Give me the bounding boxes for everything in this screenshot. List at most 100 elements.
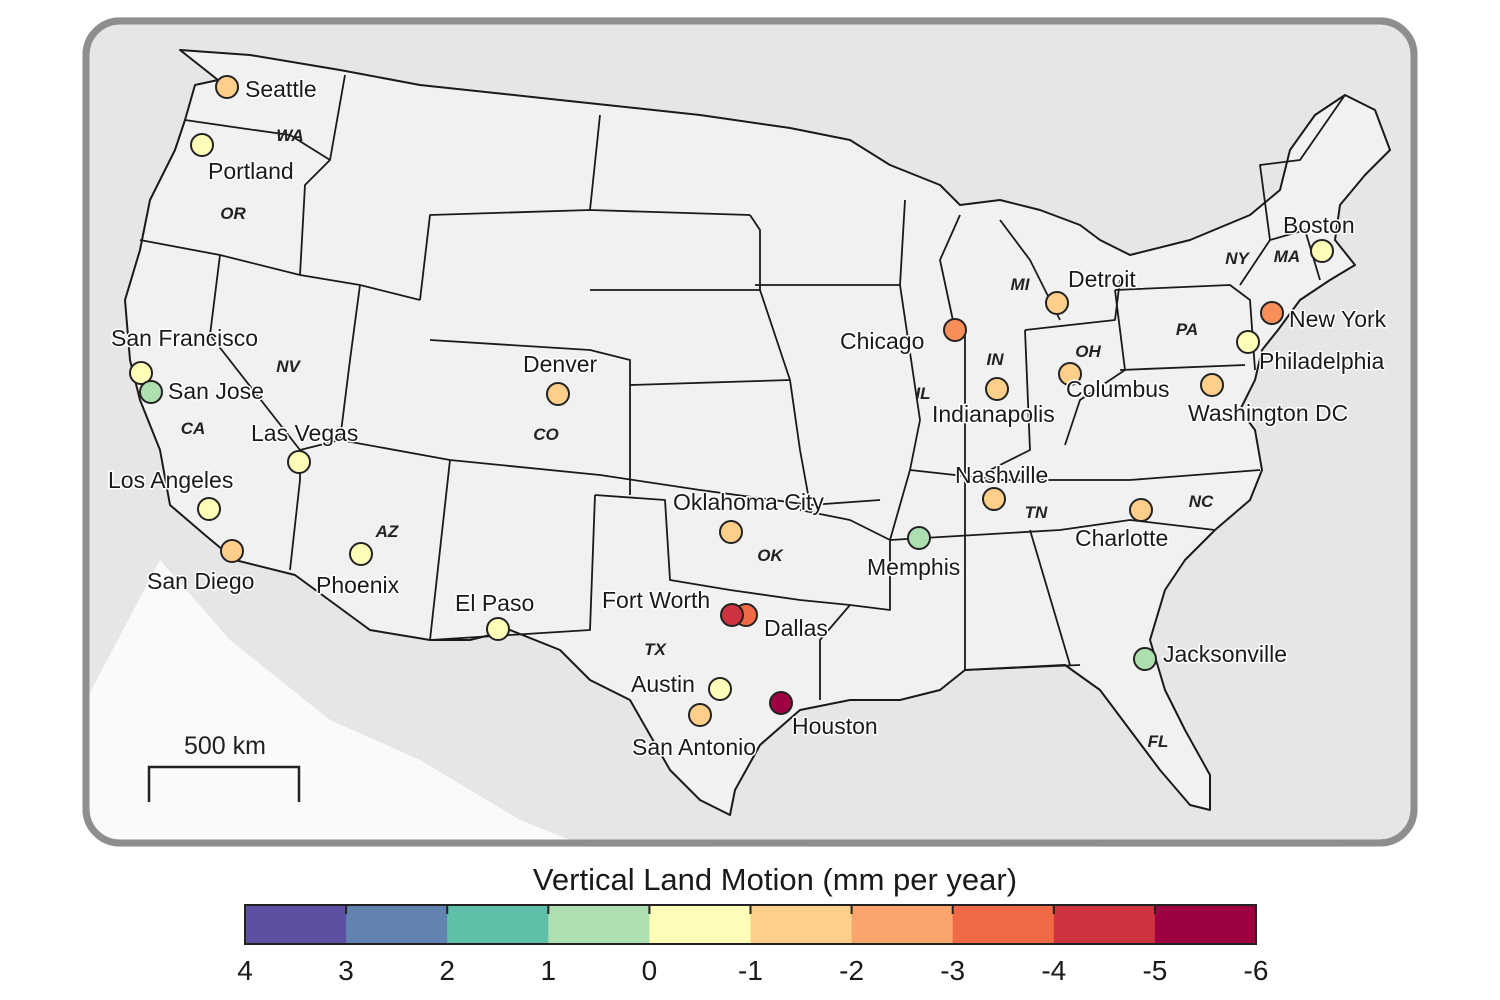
city-marker-fort-worth (720, 603, 744, 627)
state-label: TN (1025, 503, 1048, 522)
city-marker-charlotte (1129, 498, 1153, 522)
city-marker-portland (190, 133, 214, 157)
city-label-jacksonville: Jacksonville (1163, 641, 1287, 667)
city-label-san-diego: San Diego (147, 568, 254, 594)
city-marker-san-antonio (688, 703, 712, 727)
city-marker-san-jose (139, 380, 163, 404)
colorbar-tick-label: -3 (940, 955, 966, 986)
city-label-boston: Boston (1283, 212, 1355, 238)
colorbar-segment (750, 905, 853, 944)
city-marker-san-francisco (129, 361, 153, 385)
city-marker-nashville (982, 487, 1006, 511)
city-marker-san-diego (220, 539, 244, 563)
colorbar-segment (1053, 905, 1156, 944)
colorbar-tick-label: 3 (338, 955, 354, 986)
state-label: IN (987, 350, 1005, 369)
state-label: WA (276, 126, 303, 145)
state-label: NY (1225, 249, 1250, 268)
colorbar-segment (346, 905, 448, 944)
city-label-san-antonio: San Antonio (632, 734, 756, 760)
city-label-phoenix: Phoenix (316, 572, 400, 598)
colorbar-tick-label: -4 (1041, 955, 1067, 986)
city-marker-detroit (1045, 291, 1069, 315)
colorbar-tick-label: 1 (540, 955, 557, 986)
city-marker-indianapolis (985, 377, 1009, 401)
city-label-los-angeles: Los Angeles (108, 467, 233, 493)
city-marker-oklahoma-city (719, 520, 743, 544)
colorbar-outline (244, 904, 1257, 945)
state-label: OK (757, 546, 784, 565)
city-label-new-york: New York (1289, 306, 1387, 332)
city-marker-seattle (215, 75, 239, 99)
colorbar-tick-label: 2 (439, 955, 455, 986)
city-marker-phoenix (349, 542, 373, 566)
city-marker-washington-dc (1200, 373, 1224, 397)
city-marker-austin (708, 677, 732, 701)
colorbar (245, 905, 1257, 944)
city-label-detroit: Detroit (1068, 266, 1136, 292)
state-label: OH (1075, 342, 1101, 361)
city-label-las-vegas: Las Vegas (251, 420, 358, 446)
state-label: MI (1011, 275, 1031, 294)
city-marker-memphis (907, 526, 931, 550)
colorbar-tick-label: 0 (641, 955, 658, 986)
city-markers: Seattle Portland San Francisco San Jose … (107, 75, 1389, 762)
state-label: TX (644, 640, 667, 659)
city-label-el-paso: El Paso (455, 590, 534, 616)
state-borders (139, 74, 1346, 700)
city-label-fort-worth: Fort Worth (602, 587, 710, 613)
state-label: NC (1189, 492, 1214, 511)
colorbar-segment (548, 905, 650, 944)
state-label: CA (181, 419, 206, 438)
state-label: PA (1176, 320, 1198, 339)
state-label: FL (1148, 732, 1169, 751)
city-marker-el-paso (486, 617, 510, 641)
city-marker-philadelphia (1236, 330, 1260, 354)
city-marker-los-angeles (197, 497, 221, 521)
city-marker-chicago (943, 318, 967, 342)
city-marker-houston (769, 691, 793, 715)
state-label: MA (1274, 247, 1300, 266)
usa-landmass (124, 49, 1391, 816)
city-label-denver: Denver (523, 351, 597, 377)
state-labels: WA OR CA NV AZ CO TX OK IL IN OH MI TN N… (181, 126, 1301, 751)
city-label-oklahoma-city: Oklahoma City (673, 489, 824, 515)
state-label: OR (220, 204, 246, 223)
city-label-charlotte: Charlotte (1075, 525, 1168, 551)
city-label-san-francisco: San Francisco (111, 325, 258, 351)
city-label-washington-dc: Washington DC (1188, 400, 1348, 426)
city-marker-boston (1310, 239, 1334, 263)
city-label-dallas: Dallas (764, 615, 828, 641)
colorbar-tick-label: 4 (237, 955, 253, 986)
scale-bar: 500 km (147, 732, 301, 802)
city-label-portland: Portland (208, 158, 294, 184)
state-label: CO (533, 425, 559, 444)
city-marker-new-york (1260, 301, 1284, 325)
city-marker-columbus (1058, 362, 1082, 386)
state-label: AZ (375, 522, 399, 541)
city-marker-denver (546, 382, 570, 406)
city-label-houston: Houston (792, 713, 878, 739)
colorbar-segment (649, 905, 751, 944)
city-label-philadelphia: Philadelphia (1259, 348, 1385, 374)
colorbar-tick-label: -1 (738, 955, 763, 986)
city-label-indianapolis: Indianapolis (932, 401, 1055, 427)
colorbar-tick-label: -6 (1243, 955, 1269, 986)
city-label-seattle: Seattle (245, 76, 317, 102)
colorbar-segment (851, 905, 954, 944)
colorbar-segment (1154, 905, 1257, 944)
colorbar-tick-label: -2 (839, 955, 865, 986)
city-label-san-jose: San Jose (168, 378, 264, 404)
city-label-memphis: Memphis (867, 554, 960, 580)
state-label: IL (915, 384, 930, 403)
city-marker-las-vegas (287, 450, 311, 474)
state-label: NV (276, 357, 301, 376)
colorbar-segment (245, 905, 347, 944)
colorbar-tick-label: -5 (1142, 955, 1168, 986)
city-label-chicago: Chicago (840, 328, 924, 354)
city-label-nashville: Nashville (955, 462, 1048, 488)
city-label-austin: Austin (631, 671, 695, 697)
colorbar-segment (447, 905, 549, 944)
